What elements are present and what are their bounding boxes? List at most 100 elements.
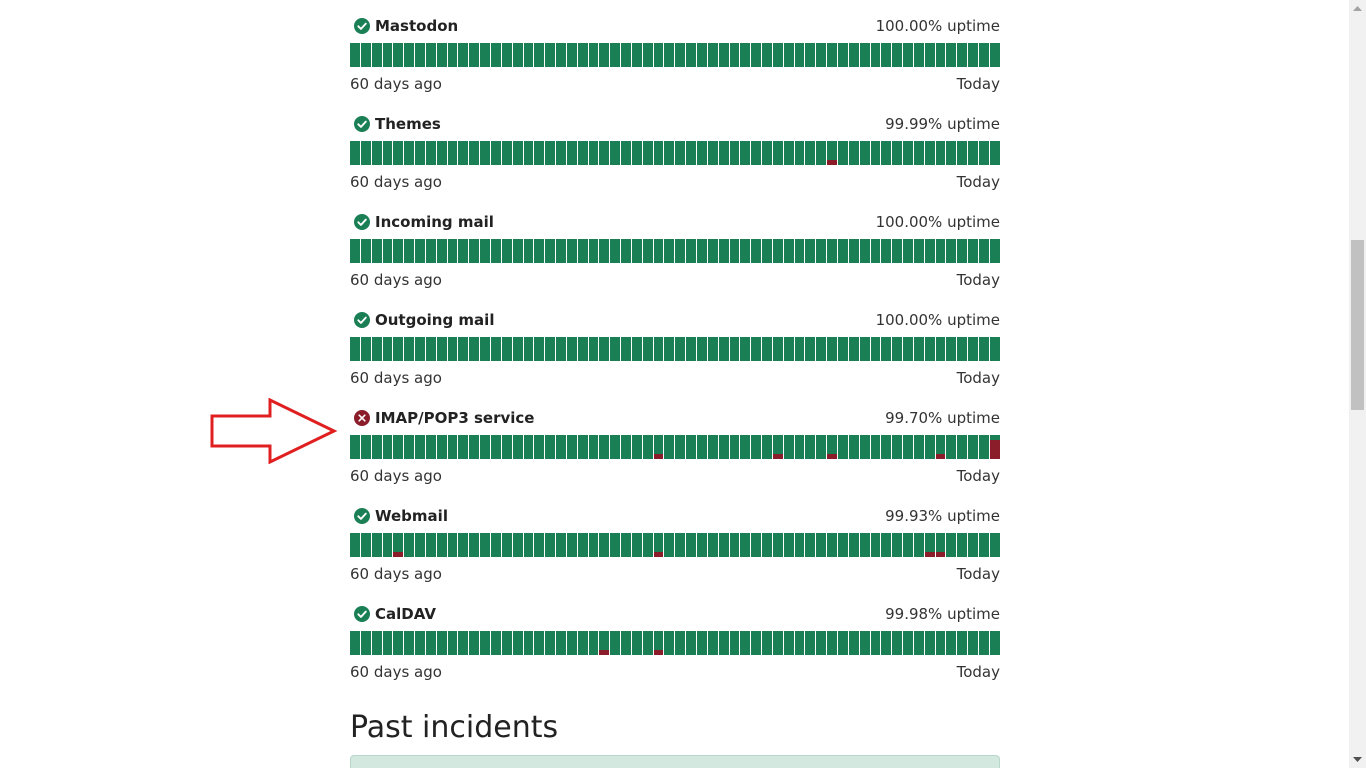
uptime-day-bar[interactable] [772, 43, 783, 67]
uptime-day-bar[interactable] [360, 43, 371, 67]
uptime-day-bar[interactable] [935, 337, 946, 361]
uptime-day-bar[interactable] [425, 435, 436, 459]
uptime-day-bar[interactable] [837, 435, 848, 459]
uptime-day-bar[interactable] [783, 337, 794, 361]
uptime-day-bar[interactable] [870, 435, 881, 459]
uptime-day-bar[interactable] [697, 239, 707, 263]
uptime-day-bar[interactable] [697, 141, 707, 165]
uptime-day-bar[interactable] [480, 239, 490, 263]
uptime-day-bar[interactable] [599, 631, 610, 655]
uptime-day-bar[interactable] [881, 337, 892, 361]
uptime-day-bar[interactable] [794, 239, 805, 263]
scroll-up-arrow-icon[interactable] [1349, 0, 1366, 17]
uptime-day-bar[interactable] [957, 533, 968, 557]
uptime-day-bar[interactable] [556, 337, 566, 361]
uptime-day-bar[interactable] [968, 631, 978, 655]
uptime-day-bar[interactable] [523, 141, 534, 165]
uptime-day-bar[interactable] [762, 533, 772, 557]
uptime-day-bar[interactable] [566, 533, 577, 557]
uptime-day-bar[interactable] [501, 141, 512, 165]
uptime-day-bar[interactable] [957, 435, 968, 459]
uptime-day-bar[interactable] [534, 533, 545, 557]
uptime-day-bar[interactable] [501, 435, 512, 459]
uptime-day-bar[interactable] [805, 141, 816, 165]
uptime-day-bar[interactable] [621, 43, 631, 67]
uptime-day-bar[interactable] [935, 141, 946, 165]
uptime-day-bar[interactable] [621, 337, 631, 361]
uptime-day-bar[interactable] [653, 141, 664, 165]
uptime-day-bar[interactable] [718, 337, 729, 361]
uptime-day-bar[interactable] [556, 631, 566, 655]
uptime-day-bar[interactable] [978, 141, 989, 165]
uptime-day-bar[interactable] [859, 141, 870, 165]
uptime-day-bar[interactable] [350, 337, 360, 361]
uptime-day-bar[interactable] [729, 631, 740, 655]
uptime-day-bar[interactable] [729, 43, 740, 67]
uptime-day-bar[interactable] [425, 337, 436, 361]
uptime-day-bar[interactable] [772, 435, 783, 459]
uptime-day-bar[interactable] [740, 435, 751, 459]
uptime-day-bar[interactable] [480, 43, 490, 67]
uptime-day-bar[interactable] [892, 533, 903, 557]
uptime-day-bar[interactable] [480, 533, 490, 557]
uptime-day-bar[interactable] [469, 435, 480, 459]
uptime-day-bar[interactable] [881, 631, 892, 655]
uptime-day-bar[interactable] [772, 533, 783, 557]
uptime-day-bar[interactable] [458, 239, 469, 263]
uptime-day-bar[interactable] [729, 239, 740, 263]
uptime-day-bar[interactable] [827, 337, 837, 361]
uptime-day-bar[interactable] [870, 43, 881, 67]
uptime-day-bar[interactable] [718, 141, 729, 165]
uptime-day-bar[interactable] [968, 533, 978, 557]
uptime-day-bar[interactable] [827, 239, 837, 263]
uptime-day-bar[interactable] [816, 337, 827, 361]
uptime-day-bar[interactable] [469, 141, 480, 165]
uptime-day-bar[interactable] [957, 43, 968, 67]
uptime-day-bar[interactable] [816, 43, 827, 67]
uptime-day-bar[interactable] [436, 239, 447, 263]
uptime-day-bar[interactable] [892, 435, 903, 459]
uptime-day-bar[interactable] [794, 43, 805, 67]
uptime-day-bar[interactable] [892, 337, 903, 361]
uptime-day-bar[interactable] [686, 337, 696, 361]
uptime-day-bar[interactable] [675, 337, 686, 361]
uptime-day-bar[interactable] [903, 533, 913, 557]
uptime-day-bar[interactable] [512, 337, 523, 361]
uptime-day-bar[interactable] [924, 631, 935, 655]
uptime-day-bar[interactable] [458, 435, 469, 459]
uptime-day-bar[interactable] [382, 239, 393, 263]
uptime-day-bar[interactable] [707, 337, 718, 361]
uptime-day-bar[interactable] [350, 533, 360, 557]
uptime-day-bar[interactable] [577, 631, 588, 655]
uptime-day-bar[interactable] [599, 141, 610, 165]
uptime-day-bar[interactable] [924, 435, 935, 459]
uptime-day-bar[interactable] [968, 337, 978, 361]
uptime-day-bar[interactable] [415, 239, 425, 263]
uptime-day-bar[interactable] [707, 631, 718, 655]
uptime-day-bar[interactable] [978, 239, 989, 263]
uptime-day-bar[interactable] [371, 239, 382, 263]
uptime-day-bar[interactable] [610, 141, 621, 165]
uptime-day-bar[interactable] [610, 337, 621, 361]
uptime-day-bar[interactable] [903, 337, 913, 361]
uptime-day-bar[interactable] [534, 141, 545, 165]
uptime-day-bar[interactable] [957, 337, 968, 361]
uptime-day-bar[interactable] [599, 239, 610, 263]
uptime-day-bar[interactable] [534, 239, 545, 263]
uptime-day-bar[interactable] [523, 239, 534, 263]
uptime-day-bar[interactable] [859, 631, 870, 655]
uptime-day-bar[interactable] [946, 43, 957, 67]
uptime-day-bar[interactable] [350, 239, 360, 263]
uptime-day-bar[interactable] [903, 239, 913, 263]
uptime-day-bar[interactable] [903, 435, 913, 459]
uptime-day-bar[interactable] [393, 43, 404, 67]
uptime-day-bar[interactable] [447, 43, 458, 67]
uptime-day-bar[interactable] [903, 141, 913, 165]
uptime-day-bar[interactable] [697, 631, 707, 655]
uptime-day-bar[interactable] [501, 533, 512, 557]
uptime-day-bar[interactable] [957, 631, 968, 655]
uptime-day-bar[interactable] [458, 533, 469, 557]
uptime-day-bar[interactable] [686, 239, 696, 263]
uptime-day-bar[interactable] [631, 435, 642, 459]
uptime-day-bar[interactable] [729, 337, 740, 361]
